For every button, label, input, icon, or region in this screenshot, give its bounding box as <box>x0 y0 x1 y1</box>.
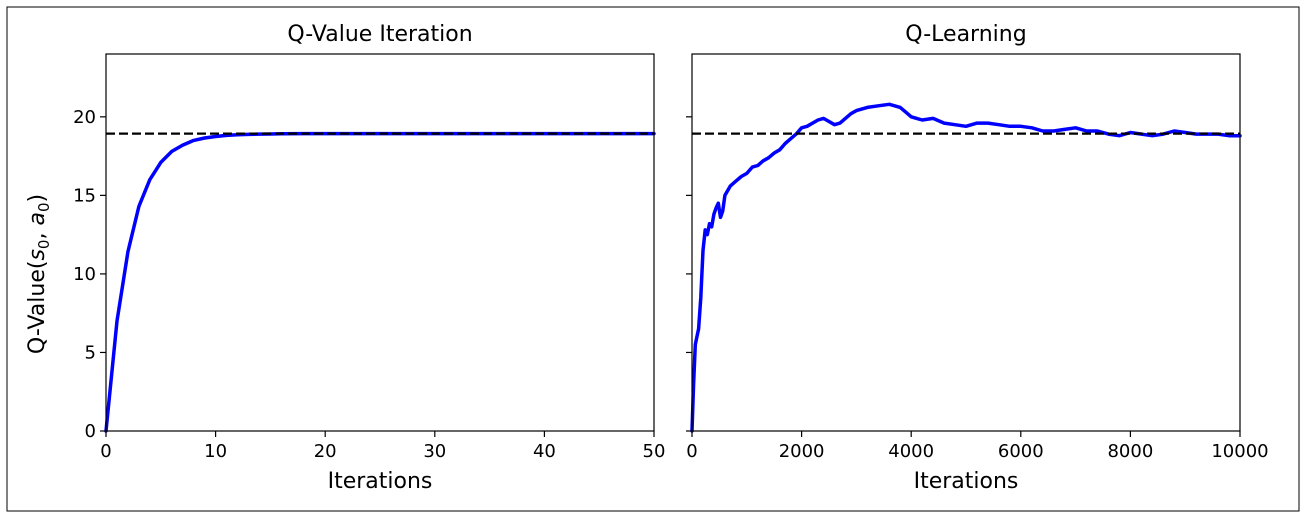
y-axis-label-prefix: Q-Value( <box>25 261 50 355</box>
x-tick-label: 10000 <box>1211 441 1268 462</box>
panel-q-value-iteration: Q-Value Iteration Iterations Q-Value(s0,… <box>25 22 665 494</box>
x-tick-label: 30 <box>423 441 446 462</box>
chart-title: Q-Value Iteration <box>287 22 472 47</box>
y-tick-label: 15 <box>73 185 96 206</box>
panel-q-learning: Q-Learning Iterations 0 2000 4000 6000 8000 1… <box>686 22 1269 494</box>
y-axis-label-a-sub: 0 <box>35 202 53 212</box>
x-tick-label: 20 <box>314 441 337 462</box>
y-tick-label: 20 <box>73 107 96 128</box>
y-tick-label: 0 <box>85 421 96 442</box>
y-axis-label-s: s <box>25 249 50 260</box>
y-axis-label-sep: , <box>25 226 50 240</box>
x-tick-label: 10 <box>204 441 227 462</box>
x-tick-label: 2000 <box>779 441 825 462</box>
x-axis-label: Iterations <box>328 469 433 494</box>
series-line-0 <box>690 102 1242 433</box>
figure-border <box>6 6 1300 512</box>
x-tick-label: 6000 <box>998 441 1044 462</box>
y-axis-label-s-sub: 0 <box>35 240 53 250</box>
x-axis-label: Iterations <box>914 469 1019 494</box>
x-tick-label: 4000 <box>888 441 934 462</box>
x-tick-label: 0 <box>100 441 111 462</box>
plot-frame <box>105 53 655 432</box>
x-tick-label: 8000 <box>1107 441 1153 462</box>
y-axis-label: Q-Value(s0, a0) <box>25 194 53 354</box>
x-tick-label: 0 <box>686 441 697 462</box>
y-tick-label: 10 <box>73 264 96 285</box>
plot-frame <box>691 53 1241 432</box>
chart-title: Q-Learning <box>905 22 1026 47</box>
y-axis-label-a: a <box>25 212 50 225</box>
x-tick-label: 50 <box>643 441 666 462</box>
x-tick-label: 40 <box>533 441 556 462</box>
y-axis-label-suffix: ) <box>25 194 50 203</box>
y-tick-label: 5 <box>85 342 96 363</box>
